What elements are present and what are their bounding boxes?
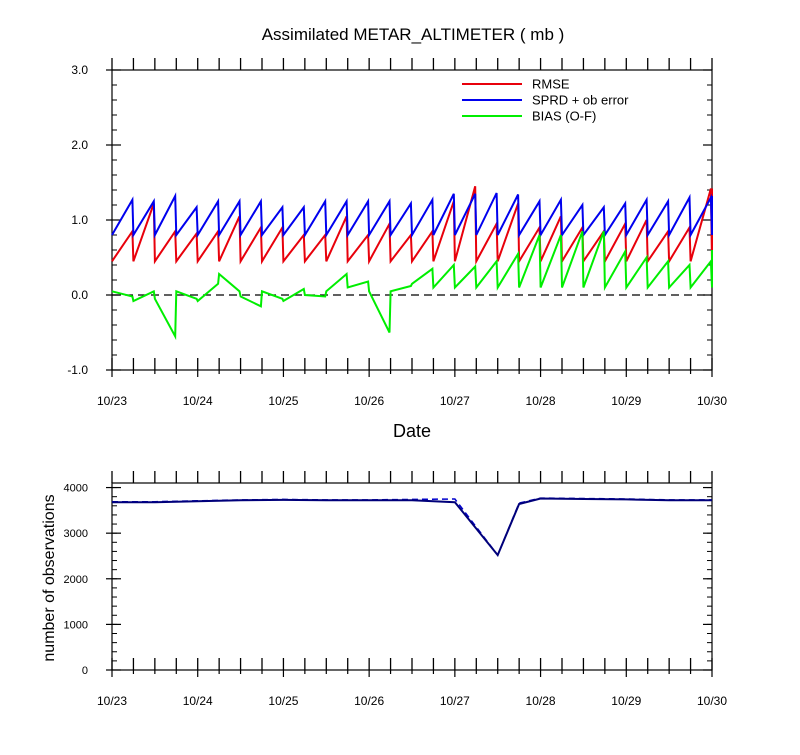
chart-title: Assimilated METAR_ALTIMETER ( mb ) [262, 25, 565, 44]
top-x-tick-label: 10/24 [183, 394, 213, 408]
bottom-y-tick-label: 3000 [64, 528, 88, 540]
series-line-rmse [111, 186, 713, 266]
top-x-tick-label: 10/27 [440, 394, 470, 408]
bottom-x-tick-label: 10/27 [440, 694, 470, 708]
top-y-tick-label: 1.0 [71, 213, 88, 227]
legend-label: BIAS (O-F) [532, 109, 596, 124]
top-x-tick-label: 10/30 [697, 394, 727, 408]
bottom-x-tick-label: 10/24 [183, 694, 213, 708]
obs-posterior-line [112, 497, 712, 558]
top-chart: 3.0 2.0 1.0 0.0 -1.0 10/23 10/24 10/25 10/26 10/2… [67, 58, 727, 408]
bottom-y-tick-label: 1000 [64, 619, 88, 631]
legend-label: RMSE [532, 77, 570, 92]
obs-prior-line [112, 497, 712, 557]
top-x-tick-label: 10/29 [611, 394, 641, 408]
top-x-tick-label: 10/25 [268, 394, 298, 408]
bottom-y-tick-label: 2000 [64, 574, 88, 586]
bottom-x-tick-label: 10/25 [268, 694, 298, 708]
top-y-tick-label: 3.0 [71, 63, 88, 77]
legend-label: SPRD + ob error [532, 93, 629, 108]
top-y-tick-label: 2.0 [71, 138, 88, 152]
bottom-x-tick-label: 10/26 [354, 694, 384, 708]
bottom-x-tick-label: 10/28 [526, 694, 556, 708]
y-axis-title-bottom: number of observations [41, 494, 58, 661]
series-line-sprd-ob-error [111, 192, 713, 239]
top-x-tick-label: 10/26 [354, 394, 384, 408]
bottom-chart: 4000 3000 2000 1000 0 10/23 10/24 10/25 10/26 10/… [64, 471, 727, 708]
bottom-x-tick-label: 10/30 [697, 694, 727, 708]
bottom-x-tick-label: 10/29 [611, 694, 641, 708]
top-x-tick-label: 10/28 [526, 394, 556, 408]
bottom-x-tick-label: 10/23 [97, 694, 127, 708]
top-y-tick-label: 0.0 [71, 288, 88, 302]
bottom-y-tick-label: 4000 [64, 483, 88, 495]
x-axis-title: Date [393, 421, 431, 441]
series-line-bias-o-f [111, 230, 713, 341]
top-y-tick-label: -1.0 [67, 363, 88, 377]
bottom-plot-frame [111, 482, 713, 671]
top-x-tick-label: 10/23 [97, 394, 127, 408]
bottom-y-tick-label: 0 [82, 665, 88, 677]
